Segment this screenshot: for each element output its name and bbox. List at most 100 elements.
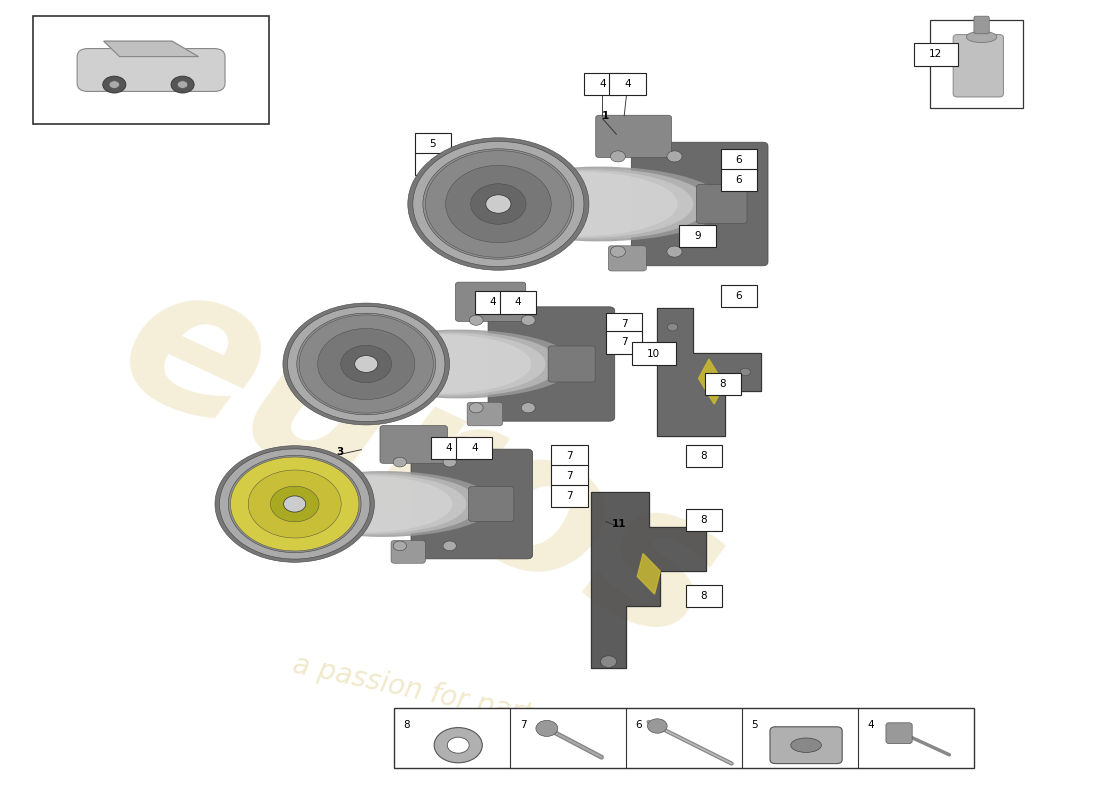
Circle shape [284, 496, 306, 512]
Text: 8: 8 [404, 720, 410, 730]
Text: 2: 2 [379, 311, 387, 321]
Circle shape [109, 81, 120, 89]
Text: 6: 6 [736, 175, 743, 185]
Text: 8: 8 [719, 379, 726, 389]
Text: 7: 7 [620, 338, 627, 347]
FancyBboxPatch shape [468, 402, 503, 426]
Circle shape [297, 314, 436, 414]
Circle shape [393, 458, 407, 467]
Circle shape [318, 329, 415, 399]
Circle shape [299, 315, 433, 413]
Ellipse shape [346, 331, 560, 397]
Ellipse shape [966, 31, 997, 42]
Text: 8: 8 [701, 515, 707, 525]
Bar [475, 291, 512, 314]
Circle shape [668, 323, 678, 331]
Text: 4: 4 [600, 79, 606, 89]
Circle shape [470, 402, 483, 413]
Bar [395, 708, 975, 768]
Text: 6: 6 [736, 155, 743, 165]
Circle shape [610, 151, 626, 162]
Ellipse shape [480, 170, 693, 238]
Text: 4: 4 [515, 298, 521, 307]
Bar [282, 461, 317, 483]
Circle shape [354, 355, 377, 373]
Circle shape [486, 194, 512, 214]
Bar [327, 341, 363, 363]
Polygon shape [637, 554, 660, 594]
Circle shape [443, 541, 456, 550]
Circle shape [448, 738, 470, 754]
Bar [33, 16, 268, 124]
Bar [415, 133, 451, 155]
Ellipse shape [273, 471, 494, 537]
Text: a passion for parts since 1985: a passion for parts since 1985 [290, 650, 706, 766]
Circle shape [470, 315, 483, 326]
Ellipse shape [791, 738, 822, 752]
Circle shape [214, 446, 374, 562]
Circle shape [393, 541, 407, 550]
FancyBboxPatch shape [455, 282, 526, 322]
Text: 6: 6 [736, 291, 743, 301]
FancyBboxPatch shape [548, 346, 595, 382]
Ellipse shape [278, 474, 466, 534]
Circle shape [536, 720, 558, 736]
Circle shape [412, 142, 584, 266]
Circle shape [667, 151, 682, 162]
Text: 5: 5 [296, 467, 303, 477]
Ellipse shape [343, 330, 574, 398]
Bar [500, 291, 536, 314]
Circle shape [443, 458, 456, 467]
Text: 4: 4 [446, 443, 452, 453]
FancyBboxPatch shape [696, 185, 747, 223]
Polygon shape [657, 308, 761, 436]
Circle shape [231, 457, 359, 551]
FancyBboxPatch shape [390, 541, 426, 563]
FancyBboxPatch shape [974, 16, 989, 34]
Text: 8: 8 [701, 451, 707, 461]
Bar [415, 153, 451, 175]
Text: 5: 5 [296, 487, 303, 497]
Circle shape [648, 718, 668, 733]
Polygon shape [698, 359, 725, 404]
Ellipse shape [476, 168, 710, 240]
Text: 12: 12 [930, 50, 943, 59]
Bar [606, 331, 642, 354]
FancyBboxPatch shape [608, 246, 647, 271]
Circle shape [740, 368, 750, 376]
Text: 3: 3 [337, 447, 343, 457]
FancyBboxPatch shape [379, 426, 448, 463]
Text: 7: 7 [566, 471, 573, 481]
Polygon shape [103, 41, 198, 57]
FancyBboxPatch shape [77, 49, 226, 91]
Bar [327, 321, 363, 343]
FancyBboxPatch shape [411, 449, 532, 559]
Circle shape [667, 246, 682, 257]
Text: 4: 4 [471, 443, 477, 453]
Circle shape [283, 303, 450, 425]
Bar [720, 149, 757, 171]
FancyBboxPatch shape [469, 486, 514, 522]
Bar [720, 169, 757, 191]
Circle shape [170, 76, 194, 93]
Bar [456, 437, 493, 459]
Circle shape [434, 728, 482, 763]
Ellipse shape [349, 333, 546, 395]
Circle shape [521, 315, 536, 326]
Text: 6: 6 [636, 720, 642, 730]
FancyBboxPatch shape [770, 726, 843, 763]
Text: 4: 4 [490, 298, 496, 307]
Bar [686, 585, 722, 607]
Text: 7: 7 [566, 491, 573, 501]
Circle shape [271, 486, 319, 522]
Bar [609, 73, 646, 95]
FancyBboxPatch shape [886, 723, 912, 744]
Bar [606, 313, 642, 335]
Text: 9: 9 [694, 231, 701, 241]
Ellipse shape [352, 334, 531, 394]
Bar [431, 437, 467, 459]
Circle shape [521, 402, 536, 413]
Circle shape [102, 76, 125, 93]
Circle shape [408, 138, 588, 270]
Bar [705, 373, 740, 395]
